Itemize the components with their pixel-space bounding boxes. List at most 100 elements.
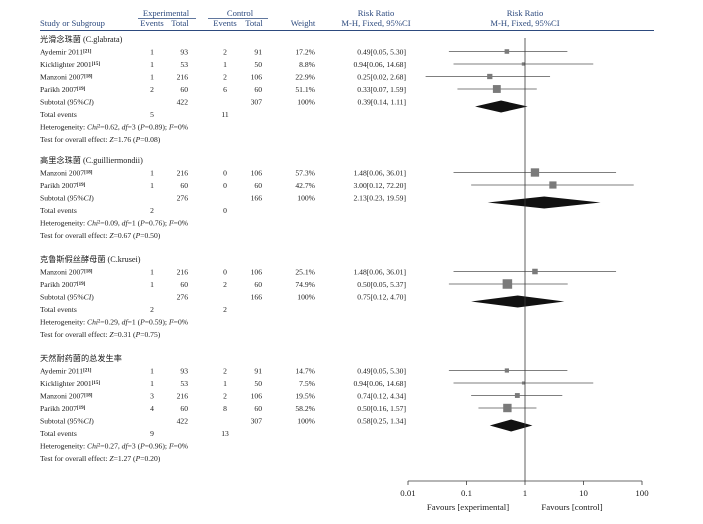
exp-events: 1 [150,367,154,376]
effect-square [492,85,501,93]
group-title: 光滑念珠菌 (C.glabrata) [40,34,123,44]
heterogeneity-text: Heterogeneity: Chi²=0.09, df=1 (P=0.76);… [40,219,189,228]
exp-total: 60 [180,181,188,190]
risk-ratio-ci: 0.74[0.12, 4.34] [357,392,406,401]
study-name-text: Parikh 2007 [40,404,77,413]
weight: 58.2% [295,404,315,413]
total-events-label: Total events [40,110,77,119]
effect-square [503,403,512,413]
subtotal-risk-ratio-ci: 0.75[0.12, 4.70] [357,293,406,302]
total-events-ctl: 2 [223,305,227,314]
subtotal-risk-ratio-ci: 0.39[0.14, 1.11] [358,98,406,107]
total-events-exp: 2 [150,305,154,314]
ctl-events: 2 [223,392,227,401]
subtotal-exp-total: 276 [177,194,189,203]
subtotal-ctl-total: 307 [251,417,263,426]
effect-square [549,181,557,189]
ctl-total: 60 [254,404,262,413]
risk-ratio-ci: 0.33[0.07, 1.59] [357,85,406,94]
header-rr-method: M-H, Fixed, 95%CI [341,18,410,28]
weight: 7.5% [299,379,315,388]
subtotal-diamond [471,295,565,308]
ctl-total: 60 [254,85,262,94]
risk-ratio-ci: 0.94[0.06, 14.68] [353,379,406,388]
total-events-exp: 2 [150,206,154,215]
subtotal-weight: 100% [297,194,315,203]
header-exp-total: Total [171,18,189,28]
total-events-ctl: 0 [223,206,227,215]
study-reference: [21] [83,49,92,54]
weight: 25.1% [295,268,315,277]
ctl-total: 50 [254,379,262,388]
study-name: Manzoni 2007[18] [40,268,93,277]
study-reference: [21] [83,368,92,373]
weight: 74.9% [295,280,315,289]
subtotal-weight: 100% [297,417,315,426]
subtotal-weight: 100% [297,98,315,107]
study-name: Parikh 2007[19] [40,280,86,289]
subtotal-exp-total: 422 [177,98,189,107]
favours-control: Favours [control] [541,502,602,512]
ctl-events: 0 [223,268,227,277]
subtotal-diamond [475,100,528,113]
study-name-text: Manzoni 2007 [40,169,84,178]
subtotal-weight: 100% [297,293,315,302]
exp-total: 216 [177,268,189,277]
ctl-events: 8 [223,404,227,413]
study-reference: [19] [77,183,86,188]
ctl-events: 1 [223,379,227,388]
subtotal-label: Subtotal (95%CI) [40,194,94,203]
heterogeneity-text: Heterogeneity: Chi²=0.29, df=1 (P=0.59);… [40,318,189,327]
study-name: Aydemir 2011[21] [40,48,92,57]
subtotal-exp-total: 276 [177,293,189,302]
effect-square [521,381,525,385]
effect-square [514,393,520,398]
weight: 51.1% [295,85,315,94]
ctl-total: 106 [251,169,263,178]
exp-total: 60 [180,404,188,413]
weight: 19.5% [295,392,315,401]
effect-square [532,268,538,275]
exp-events: 1 [150,60,154,69]
ctl-total: 60 [254,280,262,289]
total-events-ctl: 11 [221,110,229,119]
header-control: Control [227,8,254,18]
risk-ratio-ci: 1.48[0.06, 36.01] [353,169,406,178]
effect-square [521,62,526,66]
heterogeneity-text: Heterogeneity: Chi²=0.62, df=3 (P=0.89);… [40,123,189,132]
x-tick-label: 10 [579,488,588,498]
x-tick-label: 0.01 [400,488,415,498]
study-reference: [15] [92,62,101,67]
header-ctl-total: Total [245,18,263,28]
group-title: 克鲁斯假丝酵母菌 (C.krusei) [40,254,141,264]
exp-total: 216 [177,73,189,82]
exp-events: 1 [150,379,154,388]
ctl-events: 1 [223,60,227,69]
subtotal-ctl-total: 166 [251,293,263,302]
subtotal-risk-ratio-ci: 0.58[0.25, 1.34] [357,417,406,426]
ctl-total: 91 [254,367,262,376]
study-name-text: Parikh 2007 [40,280,77,289]
exp-events: 1 [150,280,154,289]
risk-ratio-ci: 0.50[0.05, 5.37] [357,280,406,289]
ctl-total: 106 [251,73,263,82]
ctl-events: 2 [223,367,227,376]
ctl-events: 0 [223,169,227,178]
exp-total: 93 [180,367,188,376]
risk-ratio-ci: 0.50[0.16, 1.57] [357,404,406,413]
total-events-exp: 9 [150,429,154,438]
ctl-total: 50 [254,60,262,69]
exp-total: 93 [180,48,188,57]
exp-events: 1 [150,268,154,277]
total-events-ctl: 13 [221,429,229,438]
effect-square [504,368,509,373]
header-plot-risk-ratio: Risk Ratio [507,8,544,18]
exp-events: 3 [150,392,154,401]
risk-ratio-ci: 0.49[0.05, 5.30] [357,367,406,376]
subtotal-label: Subtotal (95%CI) [40,98,94,107]
risk-ratio-ci: 0.94[0.06, 14.68] [353,60,406,69]
risk-ratio-ci: 0.25[0.02, 2.68] [357,73,406,82]
study-name-text: Parikh 2007 [40,181,77,190]
study-name: Parikh 2007[19] [40,404,86,413]
